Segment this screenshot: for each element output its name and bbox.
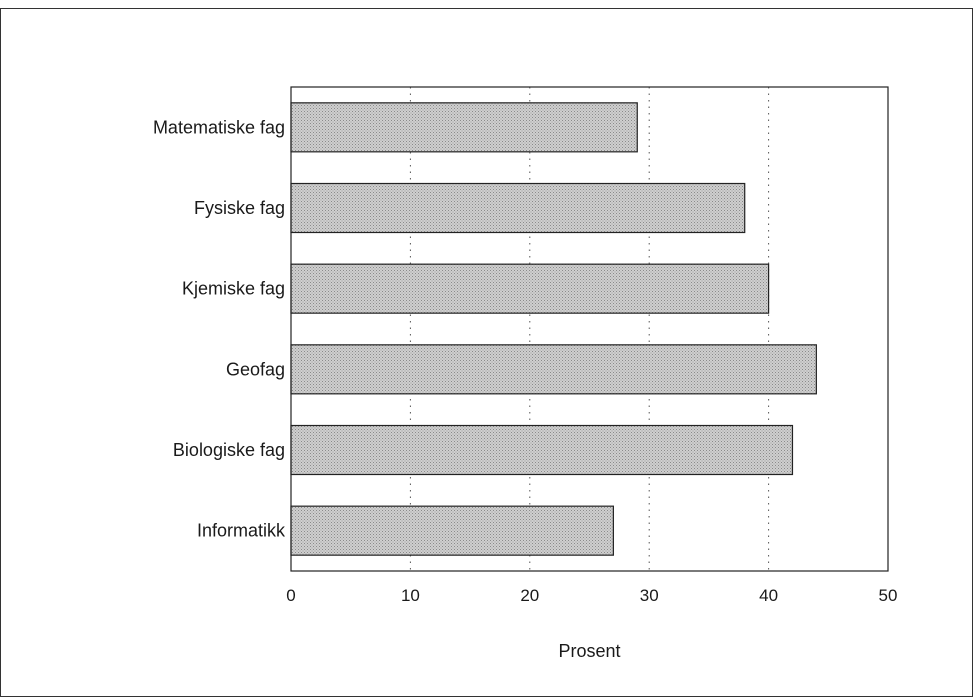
category-label-4: Biologiske fag	[173, 440, 285, 460]
bar-4	[290, 424, 794, 476]
x-tick-label-40: 40	[759, 586, 778, 605]
grid-lines	[409, 87, 770, 571]
x-tick-label-0: 0	[286, 586, 295, 605]
category-labels: Matematiske fag Fysiske fag Kjemiske fag Ge…	[153, 117, 286, 540]
x-tick-label-50: 50	[879, 586, 898, 605]
category-label-3: Geofag	[226, 359, 285, 379]
x-axis-title: Prosent	[558, 641, 620, 661]
category-label-2: Kjemiske fag	[182, 279, 285, 299]
x-axis-ticks: 0 10 20 30 40 50	[286, 586, 897, 605]
category-label-5: Informatikk	[197, 521, 286, 541]
category-label-1: Fysiske fag	[194, 198, 285, 218]
bar-chart: 0 10 20 30 40 50 Matematiske fag Fysiske fag Kj…	[153, 86, 897, 661]
bar-0	[290, 102, 638, 153]
category-label-0: Matematiske fag	[153, 117, 285, 137]
plot-area-border	[290, 86, 889, 572]
bars	[290, 102, 817, 556]
bar-2	[290, 263, 770, 314]
bar-5	[290, 505, 614, 556]
x-tick-label-10: 10	[401, 586, 420, 605]
x-tick-label-20: 20	[520, 586, 539, 605]
bar-3	[290, 344, 817, 395]
bar-1	[290, 182, 746, 234]
chart-frame: 0 10 20 30 40 50 Matematiske fag Fysiske fag Kj…	[0, 8, 973, 697]
x-tick-label-30: 30	[640, 586, 659, 605]
